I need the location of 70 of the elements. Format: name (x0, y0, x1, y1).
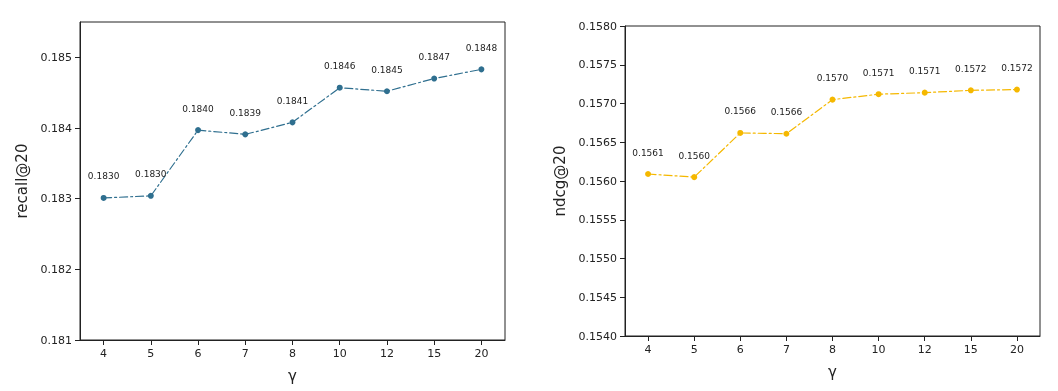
x-tick-label: 20 (474, 347, 489, 360)
y-tick-label: 0.184 (40, 121, 72, 135)
x-axis-title: γ (288, 366, 298, 385)
data-label: 0.1571 (862, 67, 895, 78)
y-tick-label: 0.1540 (578, 329, 617, 343)
x-tick-label: 7 (782, 343, 790, 356)
data-label: 0.1841 (276, 95, 309, 106)
y-tick-label: 0.1580 (578, 19, 617, 33)
point (875, 91, 882, 98)
x-tick-label: 7 (241, 347, 249, 360)
data-label: 0.1566 (770, 107, 803, 118)
x-tick-label: 10 (871, 343, 886, 356)
y-tick-label: 0.1545 (578, 290, 617, 304)
data-label: 0.1830 (135, 169, 167, 180)
x-tick-label: 5 (690, 343, 698, 356)
point (147, 192, 154, 199)
x-tick-label: 8 (289, 347, 296, 360)
y-tick-label: 0.1565 (578, 135, 617, 149)
x-tick-label: 4 (644, 343, 652, 356)
y-tick-label: 0.185 (40, 50, 72, 64)
point (478, 66, 485, 73)
point (336, 84, 343, 91)
data-label: 0.1571 (908, 66, 941, 77)
point (967, 87, 974, 94)
x-tick-label: 15 (427, 347, 442, 360)
data-label: 0.1848 (465, 42, 498, 53)
data-label: 0.1560 (678, 150, 711, 161)
x-tick-label: 12 (917, 343, 932, 356)
data-label: 0.1561 (632, 147, 664, 158)
x-tick-label: 8 (829, 343, 836, 356)
point (783, 130, 790, 137)
data-label: 0.1846 (323, 61, 356, 72)
x-tick-label: 10 (332, 347, 347, 360)
data-label: 0.1572 (955, 63, 987, 74)
x-tick-label: 15 (963, 343, 978, 356)
y-tick-label: 0.1560 (578, 174, 617, 188)
point (921, 89, 928, 96)
y-tick-label: 0.1575 (578, 58, 617, 72)
x-tick-label: 6 (736, 343, 744, 356)
y-axis-title: recall@20 (13, 143, 32, 219)
x-tick-label: 20 (1009, 343, 1024, 356)
data-label: 0.1566 (724, 106, 757, 117)
data-label: 0.1845 (371, 64, 403, 75)
y-tick-label: 0.183 (40, 192, 72, 206)
point (431, 75, 438, 82)
point (383, 88, 390, 95)
point (100, 194, 107, 201)
y-tick-label: 0.1555 (578, 213, 617, 227)
point (242, 131, 249, 138)
x-tick-label: 12 (379, 347, 394, 360)
point (691, 174, 698, 181)
data-label: 0.1572 (1001, 63, 1033, 74)
y-tick-label: 0.1570 (578, 97, 617, 110)
y-tick-label: 0.181 (40, 333, 72, 347)
x-tick-label: 5 (147, 347, 155, 360)
point (195, 127, 202, 134)
x-axis-title: γ (828, 362, 838, 381)
data-label: 0.1840 (182, 103, 215, 114)
x-tick-label: 6 (194, 347, 202, 360)
point (737, 129, 744, 136)
y-tick-label: 0.1550 (578, 252, 617, 265)
point (645, 171, 652, 178)
data-label: 0.1570 (816, 73, 849, 84)
point (1013, 86, 1020, 93)
data-label: 0.1847 (418, 52, 450, 63)
y-tick-label: 0.182 (40, 262, 72, 276)
data-label: 0.1839 (229, 107, 262, 118)
y-axis-title: ndcg@20 (550, 145, 569, 217)
data-label: 0.1830 (87, 171, 120, 182)
x-tick-label: 4 (100, 347, 108, 360)
